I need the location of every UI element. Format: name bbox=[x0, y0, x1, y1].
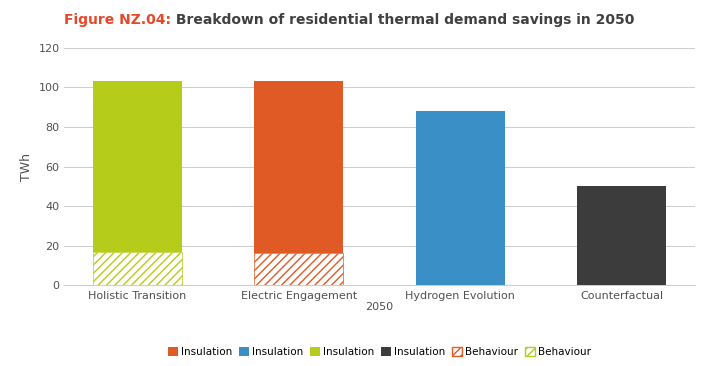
Bar bbox=[93, 252, 182, 285]
Text: Figure NZ.04:: Figure NZ.04: bbox=[64, 13, 171, 27]
Bar bbox=[254, 81, 343, 253]
Bar bbox=[93, 252, 182, 285]
Bar bbox=[254, 253, 343, 285]
X-axis label: 2050: 2050 bbox=[365, 302, 394, 313]
Bar bbox=[254, 253, 343, 285]
Bar bbox=[416, 111, 505, 285]
Y-axis label: TWh: TWh bbox=[20, 153, 33, 180]
Legend: Insulation, Insulation, Insulation, Insulation, Behaviour, Behaviour: Insulation, Insulation, Insulation, Insu… bbox=[163, 343, 596, 361]
Bar bbox=[93, 81, 182, 252]
Bar bbox=[577, 186, 666, 285]
Text: Breakdown of residential thermal demand savings in 2050: Breakdown of residential thermal demand … bbox=[171, 13, 635, 27]
